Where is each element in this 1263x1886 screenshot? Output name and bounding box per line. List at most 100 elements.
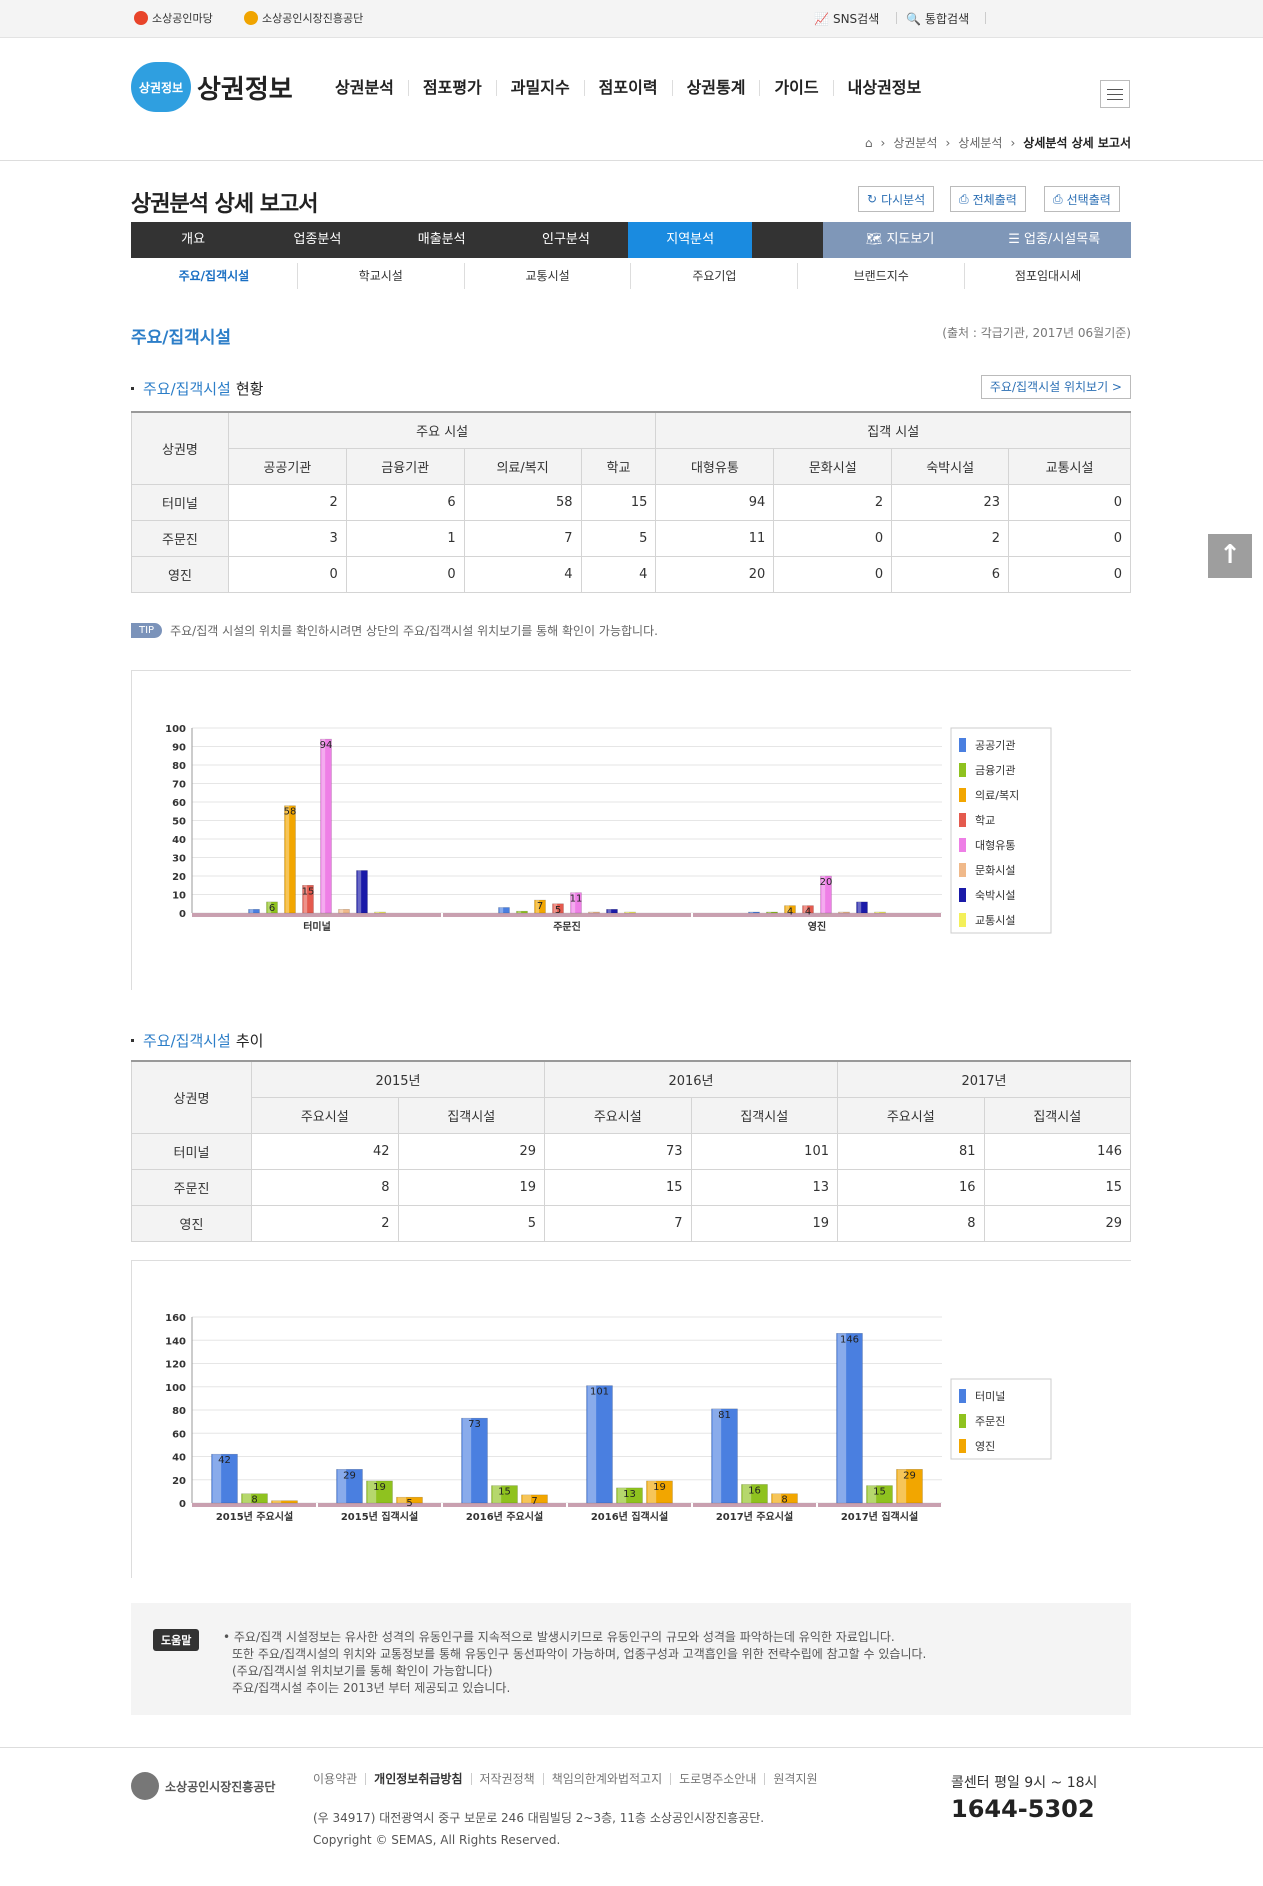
print-icon: ⎙ [1053, 191, 1063, 206]
semas-logo[interactable]: 소상공인시장진흥공단 [244, 10, 363, 26]
x-tick-label: 터미널 [303, 920, 331, 933]
data-label: 15 [302, 886, 315, 897]
bar-highlight [272, 1500, 282, 1503]
sns-search-link[interactable]: 📈 SNS검색 [814, 10, 879, 27]
footer-address: (우 34917) 대전광역시 중구 보문로 246 대림빌딩 2~3층, 11… [313, 1811, 765, 1847]
section-title: 주요/집객시설 [131, 328, 232, 348]
top-bar: 소상공인마당 소상공인시장진흥공단 📈 SNS검색 🔍 통합검색 [0, 0, 1263, 38]
help-text: • 주요/집객 시설정보는 유사한 성격의 유동인구를 지속적으로 발생시키므로… [223, 1630, 927, 1695]
print-selected-button[interactable]: ⎙ 선택출력 [1044, 186, 1120, 212]
col-header-name: 상권명 [131, 1060, 252, 1134]
sosang-madang-logo[interactable]: 소상공인마당 [134, 10, 213, 26]
bar [241, 1493, 268, 1504]
footer-link[interactable]: 도로명주소안내 [670, 1773, 764, 1785]
refresh-icon: ↻ [867, 192, 878, 206]
legend-label: 학교 [975, 814, 995, 827]
subtab-facilities[interactable]: 주요/집객시설 [178, 269, 250, 283]
integrated-search-link[interactable]: 🔍 통합검색 [906, 10, 969, 27]
tab-population[interactable]: 인구분석 [542, 232, 590, 247]
y-tick-label: 30 [172, 854, 186, 865]
tip-badge: TIP [131, 623, 163, 638]
data-label: 5 [555, 905, 561, 916]
subtab-schools[interactable]: 학교시설 [296, 263, 464, 289]
subtab-transport[interactable]: 교통시설 [463, 263, 631, 289]
year-header: 2015년 [251, 1060, 545, 1098]
data-label: 101 [590, 1387, 609, 1398]
y-tick-label: 160 [165, 1313, 186, 1324]
breadcrumb: ⌂ › 상권분석 › 상세분석 › 상세분석 상세 보고서 [864, 135, 1131, 151]
footer-link[interactable]: 책임의한계와법적고지 [542, 1773, 670, 1785]
data-label: 8 [781, 1495, 787, 1506]
subtab-companies[interactable]: 주요기업 [630, 263, 797, 289]
col-header: 금융기관 [345, 447, 465, 485]
data-label: 15 [873, 1487, 886, 1498]
footer-links: 이용약관 개인정보취급방침 저작권정책 책임의한계와법적고지 도로명주소안내 원… [313, 1773, 826, 1785]
hamburger-menu-icon[interactable] [1100, 80, 1130, 108]
data-label: 81 [718, 1410, 731, 1421]
brand-logo[interactable]: 상권정보 상권정보 [131, 62, 293, 112]
bar [271, 1500, 298, 1504]
data-label: 20 [820, 877, 833, 888]
semas-icon [244, 11, 258, 25]
bar-highlight [249, 909, 254, 913]
bar [336, 1469, 363, 1504]
tab-sales[interactable]: 매출분석 [417, 232, 466, 247]
table-row: 영진 0 0 4 4 20 0 6 0 [131, 555, 1131, 593]
bar-highlight [839, 912, 844, 913]
nav-item[interactable]: 가이드 [759, 80, 832, 96]
bar [248, 909, 260, 914]
tab-region[interactable]: 지역분석 [628, 222, 753, 258]
data-label: 42 [218, 1455, 231, 1466]
y-tick-label: 40 [172, 835, 186, 846]
table-row: 터미널 2 6 58 15 94 2 23 0 [131, 483, 1131, 521]
bar-highlight [212, 1454, 222, 1503]
footer-link[interactable]: 저작권정책 [470, 1773, 543, 1785]
breadcrumb-current: 상세분석 상세 보고서 [1023, 136, 1131, 150]
bar-highlight [492, 1485, 502, 1503]
breadcrumb-item[interactable]: 상세분석 [958, 136, 1003, 150]
subtab-brand-index[interactable]: 브랜드지수 [797, 263, 964, 289]
bar-highlight [587, 1385, 597, 1503]
y-tick-label: 40 [172, 1453, 186, 1464]
tab-map-view[interactable]: 🗺 지도보기 [822, 222, 978, 258]
nav-item[interactable]: 점포이력 [583, 80, 672, 96]
tab-facility-list[interactable]: ☰ 업종/시설목록 [977, 222, 1131, 258]
y-tick-label: 100 [165, 724, 186, 735]
bar [356, 870, 368, 914]
breadcrumb-item[interactable]: 상권분석 [893, 136, 938, 150]
footer-link[interactable]: 개인정보취급방침 [365, 1773, 470, 1785]
logo2-text: 소상공인시장진흥공단 [262, 12, 364, 25]
scroll-top-button[interactable]: ↑ [1208, 534, 1252, 578]
nav-item[interactable]: 점포평가 [407, 80, 496, 96]
bar [836, 1333, 863, 1504]
home-icon[interactable]: ⌂ [864, 135, 873, 150]
nav-item[interactable]: 내상권정보 [832, 80, 936, 96]
bar [711, 1408, 738, 1504]
bar [838, 911, 850, 914]
bar-highlight [821, 876, 826, 913]
data-label: 94 [320, 740, 333, 751]
y-tick-label: 140 [165, 1336, 186, 1347]
table-row: 주문진 8 19 15 13 16 15 [131, 1168, 1131, 1206]
bar-highlight [875, 912, 880, 913]
nav-item[interactable]: 과밀지수 [495, 80, 584, 96]
footer-link[interactable]: 원격지원 [764, 1773, 825, 1785]
nav-item[interactable]: 상권통계 [671, 80, 760, 96]
y-tick-label: 100 [165, 1383, 186, 1394]
y-tick-label: 90 [172, 743, 186, 754]
bar-highlight [517, 911, 522, 913]
nav-item[interactable]: 상권분석 [335, 78, 394, 97]
subtab-rent[interactable]: 점포임대시세 [964, 263, 1131, 289]
footer-link[interactable]: 이용약관 [313, 1772, 358, 1786]
reanalyze-button[interactable]: ↻ 다시분석 [858, 186, 935, 212]
print-all-button[interactable]: ⎙ 전체출력 [950, 186, 1026, 212]
tab-business[interactable]: 업종분석 [293, 232, 342, 247]
bar [866, 1485, 893, 1504]
tab-overview[interactable]: 개요 [181, 232, 206, 247]
bar [552, 903, 564, 914]
col-header: 학교 [580, 447, 657, 485]
x-tick-label: 2017년 집객시설 [841, 1510, 918, 1523]
location-view-button[interactable]: 주요/집객시설 위치보기 > [980, 375, 1131, 399]
y-tick-label: 80 [172, 1406, 186, 1417]
